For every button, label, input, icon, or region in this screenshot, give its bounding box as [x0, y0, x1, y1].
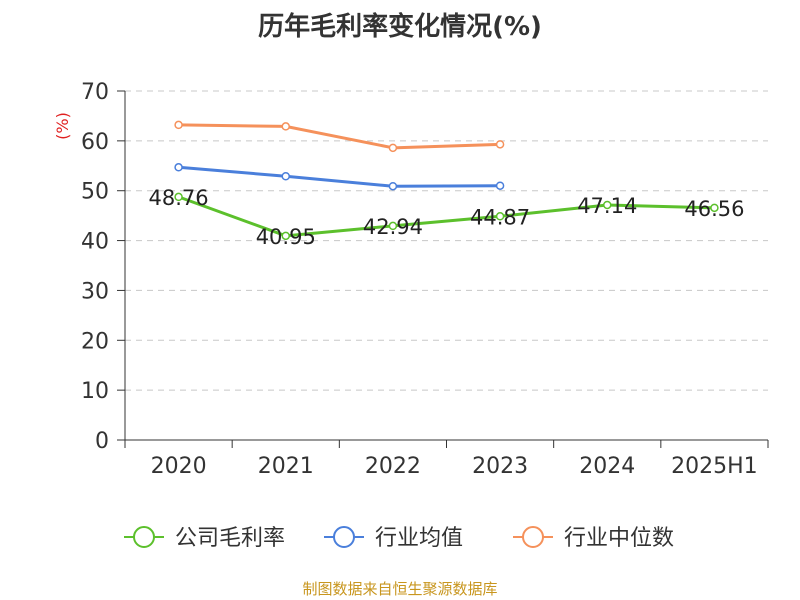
legend-label: 公司毛利率 [175, 526, 285, 551]
y-tick-label: 20 [81, 329, 109, 354]
data-point [603, 200, 612, 210]
data-label: 44.87 [470, 205, 530, 229]
series-line [178, 195, 715, 238]
y-tick-label: 30 [81, 279, 109, 304]
x-tick-label: 2021 [258, 454, 314, 479]
data-point [495, 181, 505, 190]
legend-label: 行业均值 [375, 526, 463, 551]
legend[interactable]: 公司毛利率 行业均值 行业中位数 [124, 526, 674, 551]
chart-title: 历年毛利率变化情况(%) [258, 12, 542, 42]
data-point [174, 120, 183, 130]
data-point [281, 122, 290, 131]
y-tick-label: 40 [81, 230, 109, 255]
data-point [388, 181, 398, 191]
data-point [281, 231, 290, 241]
y-axis-label: (%) [53, 112, 72, 140]
source-footer: 制图数据来自恒生聚源数据库 [302, 580, 498, 598]
series-line [178, 165, 501, 188]
grid-lines [125, 90, 768, 391]
data-label: 47.14 [577, 194, 637, 218]
x-tick-label: 2024 [579, 454, 635, 479]
y-tick-label: 70 [81, 80, 109, 105]
x-tick-label: 2023 [472, 454, 528, 479]
y-tick-label: 50 [81, 180, 109, 205]
data-label: 42.94 [363, 215, 423, 239]
data-point [710, 203, 719, 213]
y-tick-label: 0 [95, 429, 109, 454]
data-label: 46.56 [684, 197, 744, 221]
legend-marker-icon [522, 526, 544, 548]
data-point [281, 172, 290, 181]
legend-marker-icon [333, 526, 355, 548]
data-label: 48.76 [149, 186, 209, 210]
legend-label: 行业中位数 [564, 526, 674, 551]
x-tick-label: 2022 [365, 454, 421, 479]
series-lines [174, 120, 719, 241]
data-point [388, 143, 398, 153]
x-tick-label: 2025H1 [671, 454, 758, 479]
data-point [495, 212, 505, 221]
data-point [495, 140, 505, 149]
y-tick-label: 60 [81, 130, 109, 155]
series-line [178, 123, 501, 150]
axes: 0 10 20 30 40 50 60 70 (%) 2020 2021 2022 2023 2024 20… [53, 80, 769, 479]
legend-marker-icon [133, 526, 155, 548]
data-label: 40.95 [256, 225, 316, 249]
x-tick-label: 2020 [151, 454, 207, 479]
data-point [388, 221, 398, 231]
data-labels: 48.76 40.95 42.94 44.87 47.14 46.56 [149, 186, 745, 249]
y-tick-label: 10 [81, 379, 109, 404]
data-point [174, 192, 183, 202]
data-point [174, 163, 183, 172]
